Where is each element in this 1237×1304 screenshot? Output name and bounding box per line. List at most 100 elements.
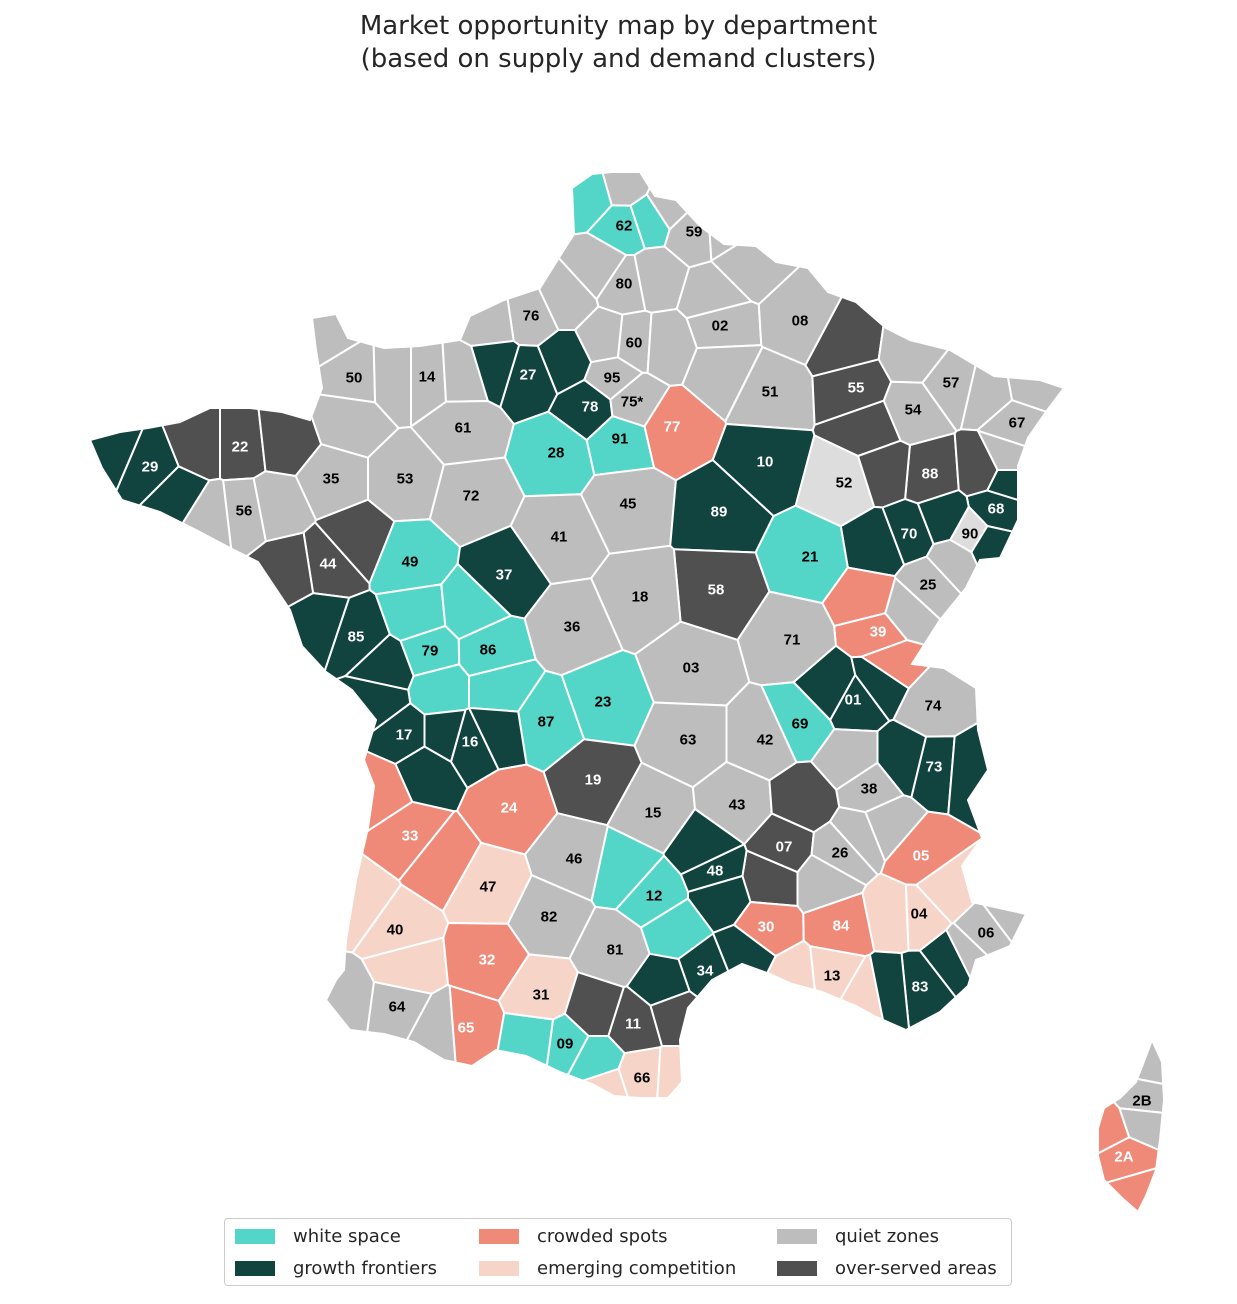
department-label-55: 55 [848, 380, 865, 397]
department-label-36: 36 [564, 619, 581, 636]
department-label-41: 41 [551, 529, 568, 546]
legend-item-crowded-spots: crowded spots [479, 1225, 668, 1247]
department-label-28: 28 [548, 445, 565, 462]
department-label-16: 16 [462, 734, 479, 751]
country-outline [88, 171, 1066, 1099]
department-label-88: 88 [922, 466, 939, 483]
department-cell [374, 583, 447, 642]
legend-label: over-served areas [835, 1257, 997, 1279]
department-label-07: 07 [776, 839, 793, 856]
legend-item-emerging-competition: emerging competition [479, 1257, 736, 1279]
department-cell [655, 1045, 808, 1098]
department-label-47: 47 [480, 879, 497, 896]
department-label-68: 68 [988, 501, 1005, 518]
legend-swatch [479, 1228, 519, 1244]
department-label-59: 59 [686, 224, 703, 241]
department-label-42: 42 [757, 732, 774, 749]
legend-item-quiet-zones: quiet zones [777, 1225, 939, 1247]
department-label-29: 29 [142, 459, 159, 476]
department-cell [892, 641, 1064, 738]
department-label-46: 46 [566, 851, 583, 868]
department-48 [662, 808, 752, 934]
department-shapes [88, 171, 1166, 1214]
department-label-25: 25 [920, 577, 937, 594]
legend-swatch [235, 1260, 275, 1276]
department-65 [448, 984, 506, 1098]
department-label-43: 43 [729, 797, 746, 814]
department-79 [374, 583, 470, 716]
department-label-79: 79 [422, 643, 439, 660]
department-label-14: 14 [419, 369, 436, 386]
legend-label: emerging competition [537, 1257, 737, 1279]
department-label-35: 35 [323, 471, 340, 488]
department-74 [892, 641, 1064, 738]
department-cell [90, 798, 403, 954]
department-label-95: 95 [604, 370, 621, 387]
department-label-12: 12 [646, 888, 663, 905]
department-cell [448, 984, 506, 1098]
department-label-51: 51 [762, 384, 779, 401]
department-cell [970, 525, 1064, 667]
legend-label: quiet zones [835, 1225, 940, 1247]
department-label-44: 44 [320, 556, 337, 573]
department-label-61: 61 [455, 420, 472, 437]
department-label-37: 37 [496, 567, 513, 584]
department-label-63: 63 [680, 732, 697, 749]
department-label-70: 70 [901, 526, 918, 543]
department-label-71: 71 [784, 632, 801, 649]
department-label-81: 81 [607, 942, 624, 959]
department-label-82: 82 [541, 909, 558, 926]
department-cell [595, 172, 669, 207]
department-label-76: 76 [523, 308, 540, 325]
legend-label: crowded spots [537, 1225, 668, 1247]
map-title: Market opportunity map by department (ba… [0, 10, 1237, 76]
department-cell [398, 172, 515, 347]
department-label-66: 66 [634, 1070, 651, 1087]
department-label-64: 64 [389, 999, 406, 1016]
department-label-04: 04 [911, 906, 928, 923]
department-label-15: 15 [645, 805, 662, 822]
department-label-23: 23 [595, 694, 612, 711]
department-cell [423, 708, 467, 763]
department-cell [649, 990, 750, 1047]
department-label-19: 19 [585, 772, 602, 789]
department-label-02: 02 [712, 318, 729, 335]
department-label-69: 69 [792, 716, 809, 733]
department-label-22: 22 [232, 439, 249, 456]
department-label-65: 65 [458, 1020, 475, 1037]
department-label-84: 84 [833, 918, 850, 935]
department-label-60: 60 [626, 335, 643, 352]
department-label-40: 40 [387, 922, 404, 939]
department-label-80: 80 [616, 276, 633, 293]
department-27 [470, 329, 593, 426]
department-label-2B: 2B [1132, 1093, 1151, 1110]
department-label-53: 53 [397, 471, 414, 488]
department-label-87: 87 [538, 714, 555, 731]
department-39 [821, 566, 946, 690]
department-label-48: 48 [707, 863, 724, 880]
department-label-38: 38 [861, 781, 878, 798]
department-67 [976, 172, 1064, 471]
department-label-77: 77 [664, 419, 681, 436]
department-16 [423, 706, 528, 789]
department-label-72: 72 [463, 488, 480, 505]
department-cell [900, 949, 1050, 1098]
legend-item-growth-frontiers: growth frontiers [235, 1257, 437, 1279]
department-label-17: 17 [396, 727, 413, 744]
department-cell [372, 284, 412, 430]
department-cell [90, 477, 235, 776]
department-cell [314, 498, 396, 585]
department-label-50: 50 [346, 370, 363, 387]
department-cell [1098, 1040, 1164, 1088]
department-label-08: 08 [792, 313, 809, 330]
department-label-67: 67 [1009, 415, 1026, 432]
department-cell [90, 172, 155, 601]
legend-swatch [479, 1260, 519, 1276]
department-label-74: 74 [925, 698, 942, 715]
department-60 [574, 305, 698, 387]
department-label-09: 09 [557, 1036, 574, 1053]
department-label-39: 39 [870, 624, 887, 641]
department-68 [965, 469, 1064, 667]
department-label-57: 57 [943, 375, 960, 392]
department-label-73: 73 [926, 759, 943, 776]
